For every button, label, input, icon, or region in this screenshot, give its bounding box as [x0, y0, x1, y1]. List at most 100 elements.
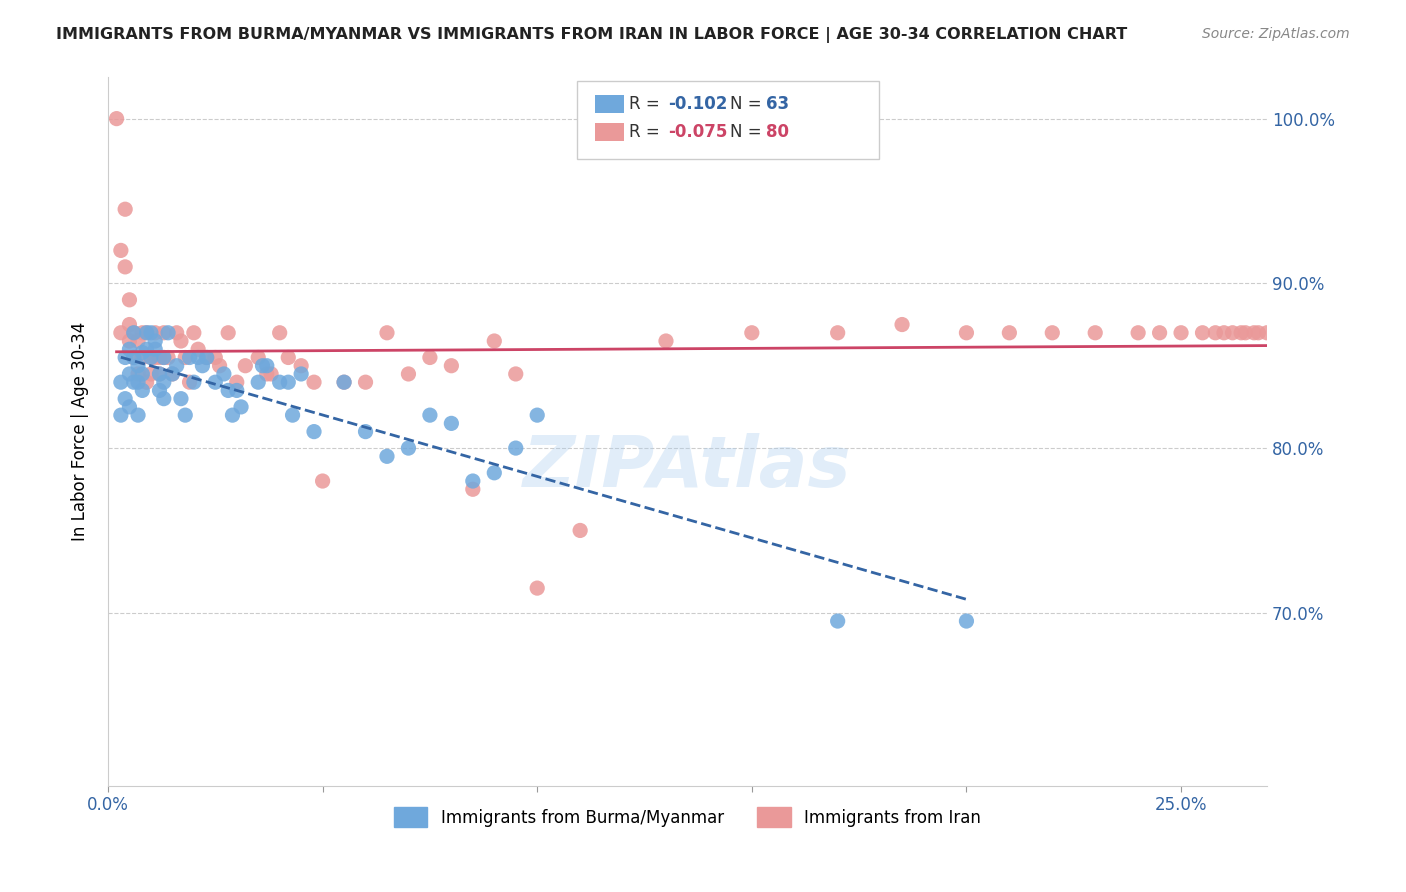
- Point: [375, 326, 398, 340]
- Point: [398, 441, 420, 455]
- Point: [461, 474, 484, 488]
- Text: -0.102: -0.102: [668, 95, 727, 112]
- Point: [217, 326, 239, 340]
- Point: [152, 375, 174, 389]
- Point: [152, 351, 174, 365]
- Point: [269, 375, 291, 389]
- Point: [166, 326, 188, 340]
- Point: [122, 326, 145, 340]
- Point: [260, 367, 283, 381]
- Point: [110, 408, 132, 422]
- Point: [375, 450, 398, 464]
- Point: [277, 351, 299, 365]
- Point: [1222, 326, 1244, 340]
- Point: [131, 326, 153, 340]
- Point: [122, 351, 145, 365]
- Point: [131, 345, 153, 359]
- Point: [827, 326, 849, 340]
- Point: [302, 375, 325, 389]
- Point: [118, 293, 141, 307]
- Point: [148, 367, 170, 381]
- Point: [461, 483, 484, 497]
- Point: [1213, 326, 1236, 340]
- Text: R =: R =: [630, 123, 665, 141]
- Point: [114, 202, 136, 217]
- Point: [354, 375, 377, 389]
- Point: [183, 375, 205, 389]
- Point: [139, 326, 162, 340]
- Point: [122, 375, 145, 389]
- Point: [269, 326, 291, 340]
- Point: [170, 392, 193, 406]
- Point: [229, 400, 252, 414]
- Point: [398, 367, 420, 381]
- Point: [127, 359, 149, 373]
- Point: [302, 425, 325, 439]
- Point: [122, 351, 145, 365]
- Point: [484, 334, 506, 348]
- Point: [256, 359, 278, 373]
- Point: [256, 367, 278, 381]
- Point: [1277, 326, 1299, 340]
- Point: [143, 343, 166, 357]
- Point: [741, 326, 763, 340]
- Point: [135, 326, 157, 340]
- FancyBboxPatch shape: [595, 123, 624, 141]
- Text: Source: ZipAtlas.com: Source: ZipAtlas.com: [1202, 27, 1350, 41]
- Point: [143, 334, 166, 348]
- Point: [131, 384, 153, 398]
- Point: [998, 326, 1021, 340]
- FancyBboxPatch shape: [578, 81, 879, 159]
- Point: [183, 326, 205, 340]
- Point: [179, 351, 201, 365]
- Point: [187, 343, 209, 357]
- Point: [252, 359, 274, 373]
- Point: [148, 384, 170, 398]
- Legend: Immigrants from Burma/Myanmar, Immigrants from Iran: Immigrants from Burma/Myanmar, Immigrant…: [388, 800, 987, 834]
- Point: [105, 112, 128, 126]
- Point: [891, 318, 914, 332]
- Point: [143, 326, 166, 340]
- Point: [118, 400, 141, 414]
- Point: [212, 367, 235, 381]
- Point: [208, 359, 231, 373]
- Point: [217, 384, 239, 398]
- Point: [484, 466, 506, 480]
- Point: [1040, 326, 1063, 340]
- Point: [505, 367, 527, 381]
- Point: [170, 334, 193, 348]
- Point: [505, 441, 527, 455]
- Point: [157, 351, 180, 365]
- Text: N =: N =: [730, 95, 768, 112]
- Point: [118, 334, 141, 348]
- Point: [655, 334, 678, 348]
- Point: [1272, 326, 1295, 340]
- Text: R =: R =: [630, 95, 665, 112]
- Point: [110, 375, 132, 389]
- Point: [135, 343, 157, 357]
- Point: [148, 351, 170, 365]
- Text: N =: N =: [730, 123, 768, 141]
- Point: [225, 375, 247, 389]
- Point: [162, 367, 184, 381]
- Point: [135, 326, 157, 340]
- Point: [233, 359, 256, 373]
- Point: [152, 392, 174, 406]
- Point: [174, 351, 197, 365]
- Point: [110, 244, 132, 258]
- FancyBboxPatch shape: [595, 95, 624, 113]
- Point: [290, 359, 312, 373]
- Point: [1204, 326, 1226, 340]
- Point: [131, 367, 153, 381]
- Point: [195, 351, 218, 365]
- Point: [281, 408, 304, 422]
- Point: [1234, 326, 1257, 340]
- Point: [1230, 326, 1253, 340]
- Point: [1256, 326, 1278, 340]
- Point: [152, 326, 174, 340]
- Point: [127, 367, 149, 381]
- Point: [162, 367, 184, 381]
- Point: [1191, 326, 1213, 340]
- Point: [204, 351, 226, 365]
- Point: [139, 351, 162, 365]
